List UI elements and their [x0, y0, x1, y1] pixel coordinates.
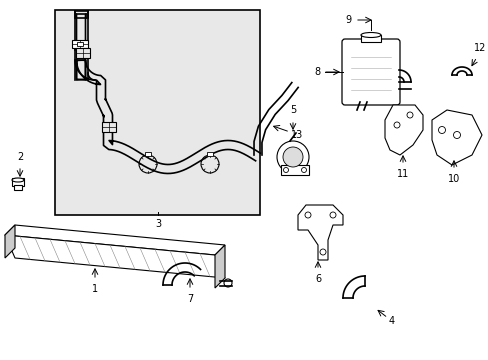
Text: 13: 13: [290, 130, 303, 140]
Bar: [55, 10, 260, 215]
Polygon shape: [297, 205, 342, 260]
Text: 10: 10: [447, 174, 459, 184]
Text: 8: 8: [313, 67, 320, 77]
Text: 3: 3: [155, 219, 161, 229]
Text: 9: 9: [344, 15, 350, 25]
Text: 1: 1: [92, 284, 98, 294]
FancyBboxPatch shape: [102, 122, 116, 132]
Bar: [72, 40, 88, 48]
Ellipse shape: [360, 32, 380, 37]
Text: 11: 11: [396, 169, 408, 179]
Bar: [14, 185, 22, 190]
Polygon shape: [5, 225, 224, 255]
Polygon shape: [5, 235, 224, 278]
Text: 12: 12: [473, 43, 485, 53]
Text: 4: 4: [388, 316, 394, 326]
Bar: [281, 165, 308, 175]
Text: 6: 6: [314, 274, 321, 284]
Polygon shape: [384, 105, 422, 155]
Text: 7: 7: [186, 294, 193, 304]
Polygon shape: [5, 225, 15, 258]
Bar: [145, 152, 151, 156]
Text: 2: 2: [17, 152, 23, 162]
Bar: [360, 35, 380, 42]
Circle shape: [276, 141, 308, 173]
Text: 5: 5: [289, 105, 296, 115]
Circle shape: [283, 147, 303, 167]
Polygon shape: [215, 245, 224, 288]
Bar: [206, 152, 213, 156]
Bar: [12, 178, 24, 186]
FancyBboxPatch shape: [341, 39, 399, 105]
Bar: [77, 42, 83, 46]
Ellipse shape: [12, 178, 24, 182]
Polygon shape: [431, 110, 481, 165]
FancyBboxPatch shape: [76, 48, 90, 58]
